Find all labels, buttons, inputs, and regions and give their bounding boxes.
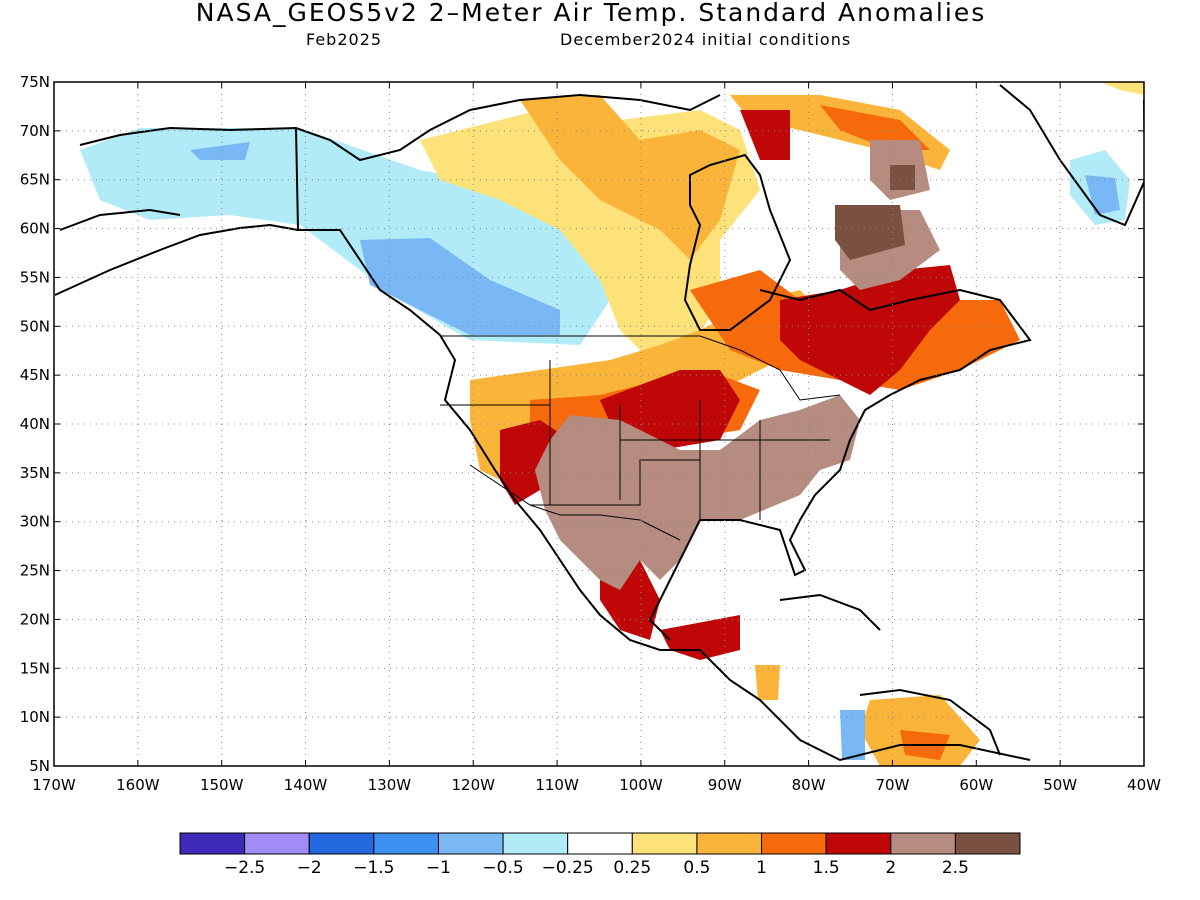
lon-label: 50W [1043,776,1077,794]
colorbar-swatch [696,832,763,855]
coastlines [54,84,1144,762]
colorbar-label: −2 [297,858,322,878]
colorbar-label: −1 [426,858,451,878]
latitude-labels: 75N 70N 65N 60N 55N 50N 45N 40N 35N 30N 25N 20N 15N 1… [20,73,50,775]
lat-label: 20N [20,610,50,628]
lon-label: 140W [284,776,328,794]
colorbar-swatch [890,832,956,855]
lon-label: 80W [792,776,826,794]
lat-label: 25N [20,562,50,580]
lon-label: 150W [200,776,244,794]
colorbar-swatch [825,832,892,855]
longitude-labels: 170W 160W 150W 140W 130W 120W 110W 100W 90W 80W 70… [32,776,1161,794]
colorbar-swatch [437,832,504,855]
lon-label: 60W [959,776,993,794]
lon-label: 120W [451,776,495,794]
colorbar: −2.5 −2 −1.5 −1 −0.5 −0.25 0.25 0.5 1 1.5 2 2.5 [179,832,1021,878]
colorbar-swatch [308,832,375,855]
lon-label: 130W [368,776,412,794]
lon-label: 40W [1127,776,1161,794]
colorbar-label: 1.5 [813,858,840,878]
graticule [53,81,1145,767]
colorbar-swatch [244,832,310,855]
colorbar-label: 0.25 [613,858,651,878]
colorbar-label: −0.25 [542,858,594,878]
anomaly-shading [80,82,1144,766]
map-title: NASA_GEOS5v2 2–Meter Air Temp. Standard … [195,0,987,27]
colorbar-label: 2.5 [942,858,969,878]
lat-label: 15N [20,659,50,677]
lat-label: 5N [29,757,50,775]
lon-label: 90W [708,776,742,794]
colorbar-label: 2 [885,858,896,878]
lat-label: 55N [20,268,50,286]
lon-label: 70W [876,776,910,794]
lat-label: 40N [20,415,50,433]
lat-label: 50N [20,317,50,335]
colorbar-label: 0.5 [683,858,710,878]
lat-label: 45N [20,366,50,384]
colorbar-label: 1 [756,858,767,878]
lon-label: 160W [116,776,160,794]
lat-label: 30N [20,513,50,531]
colorbar-swatch [567,832,633,855]
colorbar-swatch [761,832,827,855]
colorbar-swatch [179,832,246,855]
lon-label: 170W [32,776,76,794]
colorbar-label: −1.5 [353,858,394,878]
init-conditions-label: December2024 initial conditions [560,30,852,49]
lat-label: 70N [20,122,50,140]
colorbar-label: −0.5 [482,858,523,878]
colorbar-label: −2.5 [224,858,265,878]
colorbar-swatch [631,832,698,855]
lat-label: 65N [20,171,50,189]
lon-label: 110W [535,776,579,794]
colorbar-swatch [373,832,439,855]
lat-label: 10N [20,708,50,726]
lon-label: 100W [619,776,663,794]
lat-label: 35N [20,464,50,482]
valid-month-label: Feb2025 [306,30,383,49]
colorbar-swatch [502,832,569,855]
colorbar-swatch [954,832,1021,855]
lat-label: 60N [20,220,50,238]
lat-label: 75N [20,73,50,91]
political-borders [440,335,841,541]
map-frame [53,81,1145,767]
